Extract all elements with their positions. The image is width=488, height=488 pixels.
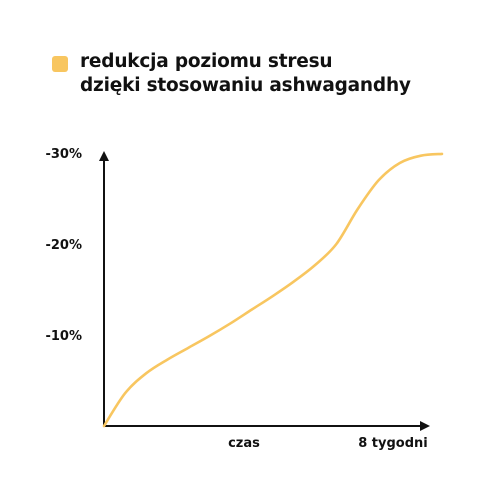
x-tick-labels: czas 8 tygodni: [228, 436, 428, 451]
legend-label: redukcja poziomu stresu dzięki stosowani…: [80, 50, 411, 98]
legend-swatch: [52, 56, 68, 72]
series-line: [102, 152, 444, 428]
y-tick-labels: -10% -20% -30%: [45, 147, 82, 344]
legend: redukcja poziomu stresu dzięki stosowani…: [52, 50, 411, 98]
x-tick-label: 8 tygodni: [358, 436, 428, 451]
y-tick-label: -10%: [45, 329, 82, 344]
y-tick-label: -20%: [45, 238, 82, 253]
y-tick-label: -30%: [45, 147, 82, 162]
legend-label-line1: redukcja poziomu stresu: [80, 51, 333, 72]
legend-label-line2: dzięki stosowaniu ashwagandhy: [80, 75, 411, 96]
x-tick-label: czas: [228, 436, 260, 451]
